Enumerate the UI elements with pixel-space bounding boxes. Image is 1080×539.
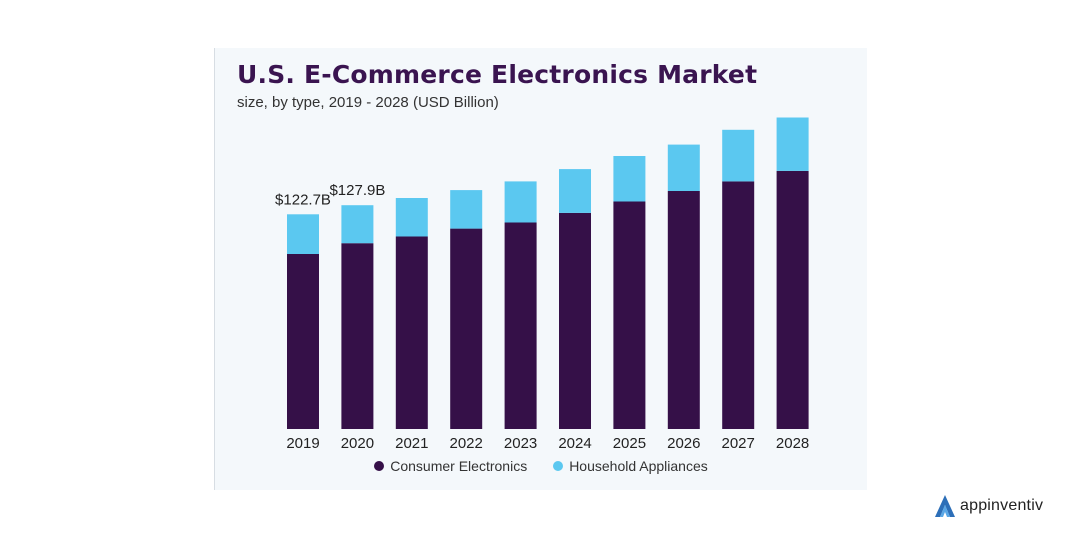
bar-consumer-electronics-2023 [504, 222, 537, 429]
data-label-2020: $127.9B [329, 182, 385, 199]
x-tick-label: 2027 [722, 435, 755, 452]
x-tick-label: 2028 [776, 435, 809, 452]
bar-chart: 2019 $122.7B 2020 $127.9B 2021 2022 2023 2024 20… [275, 117, 809, 452]
bar-household-appliances-2027 [722, 129, 755, 182]
legend-label: Household Appliances [569, 458, 708, 474]
bar-household-appliances-2025 [613, 156, 646, 202]
bar-consumer-electronics-2021 [395, 236, 428, 429]
legend-swatch-household-appliances [553, 461, 564, 471]
legend-label: Consumer Electronics [390, 458, 528, 474]
bar-consumer-electronics-2028 [776, 170, 809, 429]
x-tick-label: 2022 [450, 435, 483, 452]
x-tick-label: 2026 [667, 435, 700, 452]
bar-consumer-electronics-2027 [722, 181, 755, 429]
brand-logo: appinventiv [932, 493, 1043, 519]
x-tick-label: 2023 [504, 435, 537, 452]
x-tick-label: 2024 [558, 435, 591, 452]
x-tick-label: 2020 [341, 435, 374, 452]
bar-household-appliances-2024 [559, 169, 591, 213]
bar-consumer-electronics-2022 [450, 228, 483, 429]
appinventiv-logo-icon [935, 495, 955, 517]
chart-legend: Consumer Electronics Household Appliance… [215, 458, 867, 474]
bar-household-appliances-2028 [776, 117, 809, 171]
data-label-2019: $122.7B [275, 191, 331, 208]
legend-swatch-consumer-electronics [374, 461, 385, 471]
bar-household-appliances-2023 [504, 181, 537, 223]
bar-consumer-electronics-2026 [667, 191, 700, 429]
legend-item-household-appliances: Household Appliances [553, 458, 708, 474]
legend-item-consumer-electronics: Consumer Electronics [374, 458, 527, 474]
bar-consumer-electronics-2025 [613, 201, 646, 429]
bar-consumer-electronics-2020 [341, 243, 374, 429]
x-tick-label: 2019 [286, 435, 319, 452]
bar-consumer-electronics-2024 [559, 212, 591, 429]
bar-household-appliances-2026 [667, 144, 700, 191]
chart-title: U.S. E-Commerce Electronics Market [237, 60, 758, 89]
x-tick-label: 2021 [395, 435, 428, 452]
brand-name: appinventiv [960, 497, 1044, 514]
chart-subtitle: size, by type, 2019 - 2028 (USD Billion) [237, 94, 499, 111]
bar-household-appliances-2020 [341, 205, 374, 244]
bar-household-appliances-2021 [395, 198, 428, 237]
chart-panel: U.S. E-Commerce Electronics Market size,… [214, 48, 867, 490]
x-tick-label: 2025 [613, 435, 646, 452]
bar-consumer-electronics-2019 [287, 254, 319, 429]
bar-household-appliances-2022 [450, 190, 483, 229]
bar-household-appliances-2019 [287, 214, 319, 254]
